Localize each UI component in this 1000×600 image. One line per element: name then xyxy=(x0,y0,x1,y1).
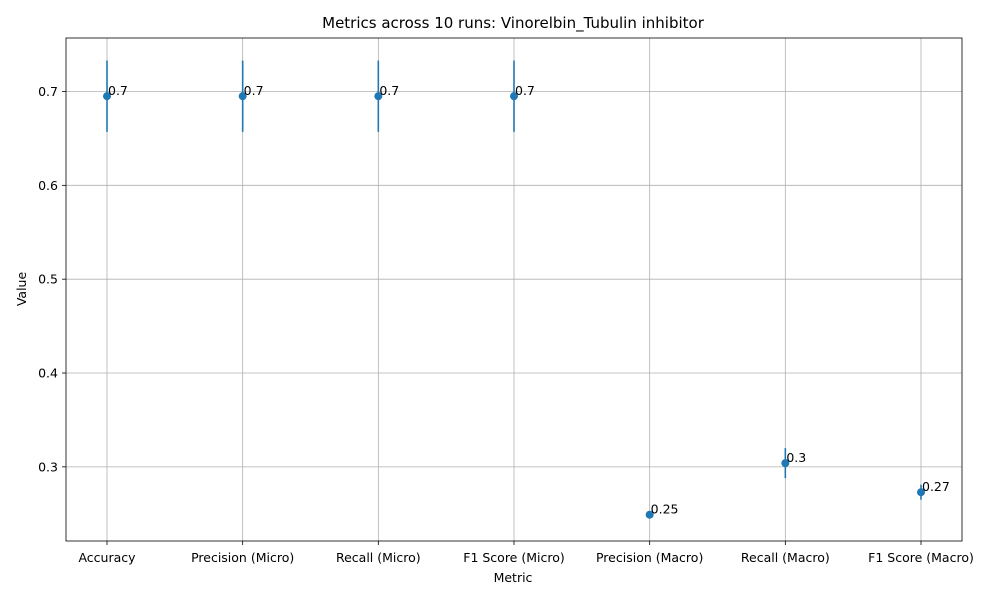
y-tick-label: 0.6 xyxy=(38,178,58,193)
data-label: 0.7 xyxy=(515,83,535,98)
data-label: 0.7 xyxy=(108,83,128,98)
y-tick-label: 0.5 xyxy=(38,272,58,287)
data-label: 0.7 xyxy=(244,83,264,98)
x-tick-label: Precision (Micro) xyxy=(191,550,294,565)
x-tick-label: Recall (Micro) xyxy=(336,550,421,565)
y-tick-label: 0.7 xyxy=(38,84,58,99)
x-axis-ticks: Accuracy Precision (Micro) Recall (Micro) F… xyxy=(78,541,974,565)
data-labels: 0.7 0.7 0.7 0.7 0.25 0.3 0.27 xyxy=(108,83,950,517)
data-label: 0.7 xyxy=(379,83,399,98)
x-axis-title: Metric xyxy=(494,570,533,585)
y-tick-label: 0.3 xyxy=(38,459,58,474)
chart-title: Metrics across 10 runs: Vinorelbin_Tubul… xyxy=(322,14,705,33)
data-label: 0.27 xyxy=(922,479,950,494)
x-tick-label: Precision (Macro) xyxy=(596,550,703,565)
y-axis-ticks: 0.3 0.4 0.5 0.6 0.7 xyxy=(38,84,66,474)
data-point xyxy=(103,92,111,101)
data-label: 0.3 xyxy=(786,450,806,465)
data-point xyxy=(781,459,790,468)
data-point xyxy=(374,92,383,101)
data-points xyxy=(103,92,925,519)
x-tick-label: F1 Score (Macro) xyxy=(868,550,974,565)
data-point xyxy=(917,488,925,497)
x-tick-label: Accuracy xyxy=(78,550,136,565)
y-tick-label: 0.4 xyxy=(38,366,58,381)
x-tick-label: Recall (Macro) xyxy=(741,550,830,565)
data-label: 0.25 xyxy=(651,502,679,517)
plot-frame xyxy=(65,37,963,542)
y-axis-title: Value xyxy=(14,272,29,307)
x-tick-label: F1 Score (Micro) xyxy=(463,550,565,565)
data-point xyxy=(510,92,518,101)
data-point xyxy=(238,92,247,101)
data-point xyxy=(645,510,654,519)
